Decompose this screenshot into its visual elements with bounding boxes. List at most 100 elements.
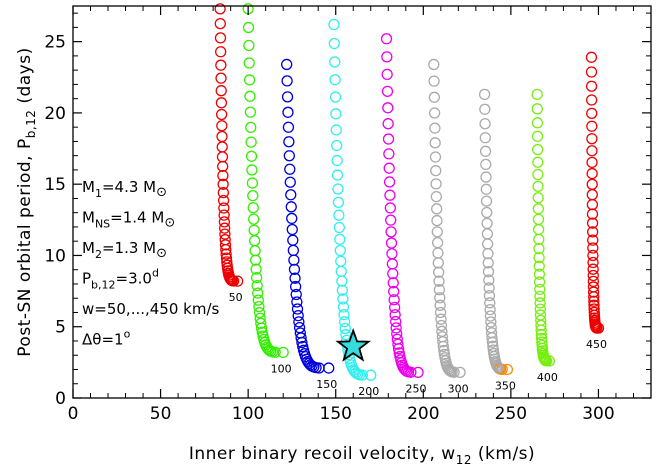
data-point <box>531 88 543 101</box>
data-point <box>217 178 229 190</box>
annotation-rest: =1.3 M <box>102 239 156 257</box>
y-tick-label: 5 <box>55 318 66 338</box>
curve-label-400: 400 <box>537 371 558 384</box>
data-point <box>253 300 265 313</box>
data-point <box>532 203 544 215</box>
data-point <box>586 120 598 132</box>
data-point <box>479 145 492 157</box>
y-axis-title: Post-SN orbital period, Pb,12 (days) <box>15 47 38 356</box>
annotation-sub: 2 <box>95 248 102 261</box>
data-point <box>485 316 497 328</box>
data-point <box>329 74 341 86</box>
data-point <box>294 327 306 339</box>
data-point <box>217 186 230 199</box>
data-point <box>438 344 450 357</box>
data-point <box>251 279 263 292</box>
data-point <box>481 206 493 219</box>
data-point <box>586 198 599 211</box>
data-point <box>482 257 494 269</box>
series-400 <box>531 88 556 367</box>
data-point <box>217 169 229 182</box>
data-point <box>390 315 402 328</box>
data-point <box>480 171 492 183</box>
x-tick-label: 250 <box>495 404 527 424</box>
curve-label-450: 450 <box>586 338 607 351</box>
data-point <box>243 39 255 52</box>
data-point <box>216 141 228 153</box>
data-point <box>585 66 598 78</box>
data-point <box>587 275 600 288</box>
data-point <box>533 233 545 245</box>
series-100 <box>242 3 289 359</box>
data-point <box>387 267 399 280</box>
data-point <box>585 80 598 92</box>
curve-label-250: 250 <box>406 382 427 395</box>
data-point <box>284 176 296 188</box>
data-point <box>248 224 260 236</box>
annotation-main: M <box>82 209 95 227</box>
data-point <box>388 285 400 298</box>
data-point <box>429 137 441 149</box>
data-point <box>286 223 298 236</box>
data-point <box>287 244 299 257</box>
data-point <box>219 234 231 246</box>
data-point <box>388 294 400 306</box>
data-point <box>432 257 444 269</box>
data-point <box>586 178 598 190</box>
data-point <box>257 330 269 342</box>
data-point <box>252 287 264 299</box>
data-point <box>482 247 494 260</box>
data-point <box>429 151 442 163</box>
plot-frame <box>72 5 652 399</box>
data-point <box>281 91 294 103</box>
data-point <box>281 75 293 87</box>
data-point <box>438 348 451 361</box>
data-point <box>245 136 257 148</box>
annotation-rest: =3.0 <box>116 270 152 288</box>
data-point <box>247 189 259 202</box>
data-point <box>330 124 342 136</box>
data-point <box>337 301 350 313</box>
curve-label-50: 50 <box>229 291 243 304</box>
x-tick-label: 200 <box>407 404 439 424</box>
data-point <box>214 3 226 15</box>
data-point <box>386 258 398 270</box>
data-point <box>329 56 341 68</box>
data-point <box>587 269 599 282</box>
data-point <box>483 289 496 302</box>
y-tick-label: 15 <box>44 175 66 195</box>
data-point <box>365 369 377 381</box>
data-point <box>436 325 448 337</box>
data-point <box>285 201 297 213</box>
data-point <box>333 221 345 234</box>
data-point <box>532 192 544 204</box>
data-point <box>285 189 297 201</box>
data-point <box>219 239 232 251</box>
data-point <box>290 288 302 301</box>
data-point <box>487 340 499 352</box>
data-point <box>255 317 267 330</box>
curve-label-100: 100 <box>271 362 292 375</box>
data-point <box>220 252 233 264</box>
data-point <box>431 203 443 215</box>
sun-symbol: ⊙ <box>156 185 167 200</box>
annotation-main: Δθ=1 <box>82 331 124 349</box>
data-point <box>386 248 398 260</box>
data-point <box>535 314 547 327</box>
data-point <box>585 51 598 63</box>
data-point <box>384 202 396 214</box>
data-point <box>332 183 344 195</box>
data-point <box>586 156 598 169</box>
data-point <box>385 226 397 238</box>
curve-label-200: 200 <box>358 385 379 398</box>
data-point <box>532 168 544 181</box>
series-150 <box>281 58 335 374</box>
data-point <box>586 107 598 119</box>
x-tick-label: 0 <box>68 404 79 424</box>
data-point <box>485 327 498 339</box>
data-point <box>479 103 491 115</box>
x-tick-label: 100 <box>232 404 264 424</box>
data-point <box>587 242 599 254</box>
data-point <box>588 295 600 307</box>
series-250 <box>380 33 424 378</box>
